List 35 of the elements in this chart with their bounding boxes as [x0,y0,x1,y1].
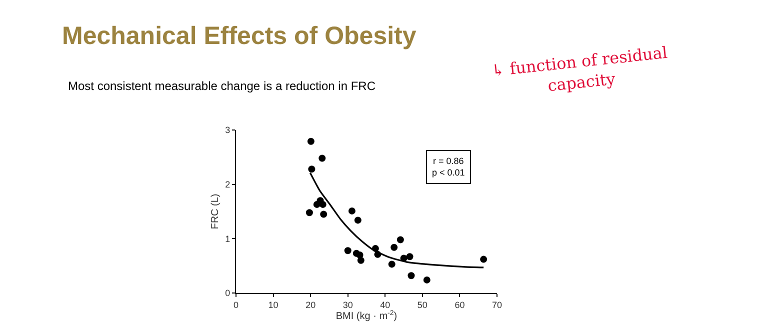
point [480,256,488,263]
point [406,253,414,260]
point [306,209,313,216]
point [344,247,352,254]
point [348,207,356,214]
x-tick-label: 70 [492,300,502,310]
x-tick-label: 50 [417,300,428,310]
point [354,216,362,224]
text: ↳ function of residual capacity [490,42,668,96]
x-tick-label: 10 [268,300,278,310]
point [307,138,314,145]
point [308,166,316,173]
y-tick-label: 3 [225,125,230,136]
point [408,272,415,280]
point [318,154,326,162]
point [423,276,430,284]
point [390,244,398,251]
annotation: r = 0.86 p < 0.01 [432,156,465,178]
y-tick-label: 2 [225,179,230,190]
y-tick-label: 0 [225,288,230,298]
chart-title: Mechanical Effects of Obesity [62,22,416,50]
x-tick-label: 40 [380,300,390,310]
point [388,260,396,268]
y-tick-label: 1 [225,234,230,244]
point [319,200,326,208]
x-tick-label: 0 [233,300,239,310]
point [396,236,404,244]
chart-subtitle: Most consistent measurable change is a reduction in FRC [68,79,376,93]
y-axis-title: FRC (L) [210,194,222,230]
point [320,210,328,218]
x-tick-label: 60 [454,300,465,310]
point [357,256,364,264]
x-tick-label: 30 [342,300,353,310]
x-axis-title: BMI (kg · m$^{-2}$) [336,310,398,322]
x-tick-label: 20 [306,300,316,310]
